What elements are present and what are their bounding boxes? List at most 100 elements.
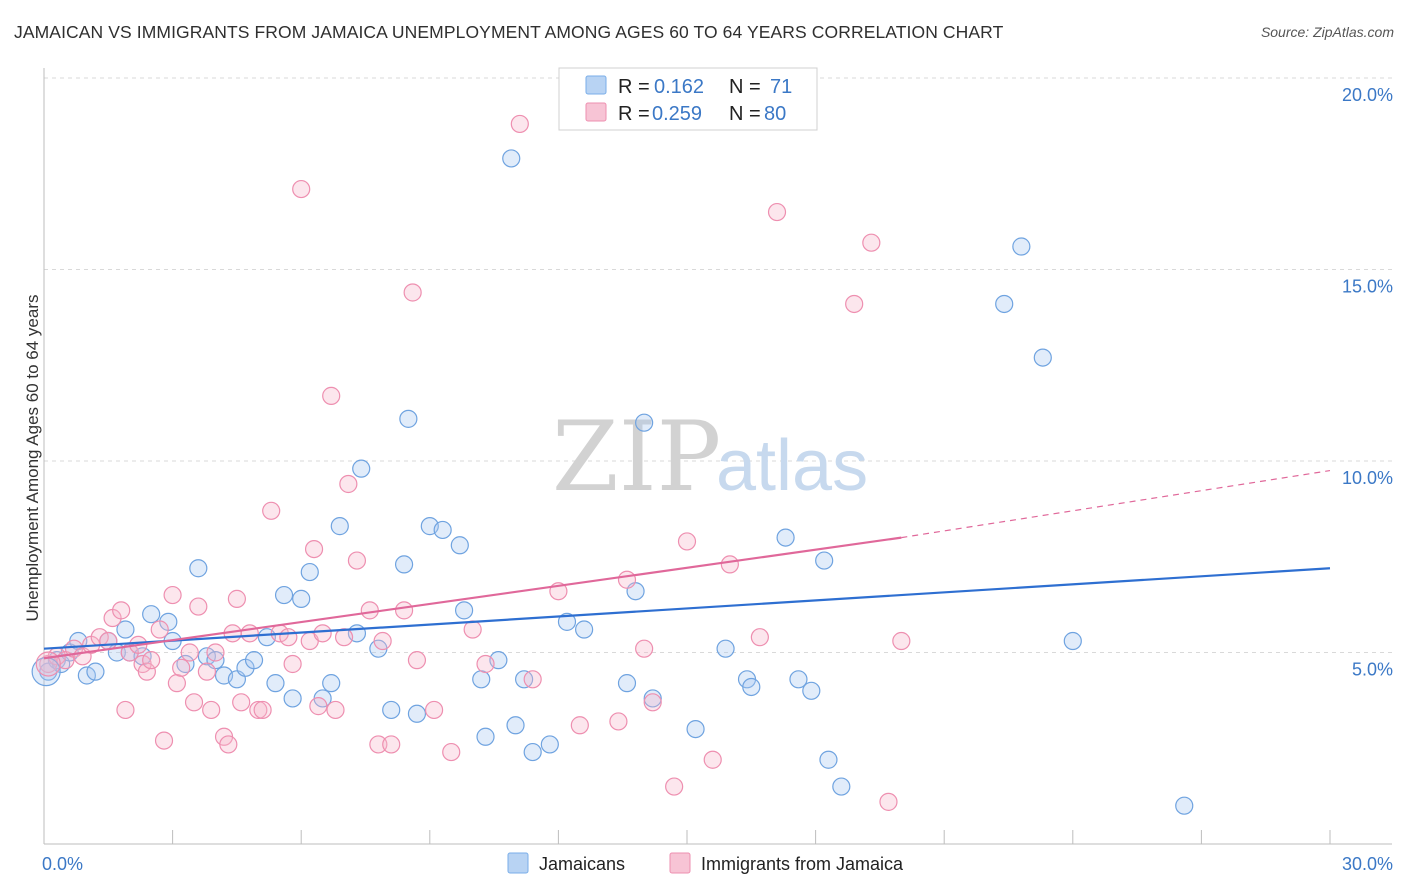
point-jamaicans: [407, 704, 427, 723]
legend-r-value-jamaicans: 0.162: [654, 76, 704, 98]
point-immigrants: [892, 631, 911, 651]
point-immigrants: [116, 700, 135, 720]
point-immigrants: [665, 777, 684, 796]
point-jamaicans: [995, 294, 1014, 314]
point-immigrants: [703, 750, 722, 769]
point-immigrants: [382, 735, 401, 754]
bottom-legend: Jamaicans Immigrants from Jamaica: [507, 852, 904, 874]
y-axis-title: Unemployment Among Ages 60 to 64 years: [23, 295, 42, 622]
point-jamaicans: [815, 551, 834, 570]
point-jamaicans: [819, 750, 838, 769]
point-immigrants: [309, 697, 328, 716]
x-tick-label: 30.0%: [1342, 854, 1393, 874]
point-immigrants: [283, 654, 302, 674]
point-jamaicans: [643, 689, 662, 708]
point-immigrants: [862, 233, 881, 252]
point-immigrants: [463, 620, 482, 639]
point-jamaicans: [189, 559, 208, 578]
legend-swatch-immigrants: [585, 102, 607, 122]
point-jamaicans: [776, 528, 795, 547]
y-tick-label: 20.0%: [1342, 85, 1393, 105]
point-immigrants: [219, 735, 238, 754]
point-jamaicans: [832, 777, 851, 796]
point-immigrants: [292, 179, 311, 199]
point-immigrants: [137, 662, 156, 681]
legend-r-label-jamaicans: R =: [618, 76, 650, 98]
point-immigrants: [206, 643, 225, 662]
point-jamaicans: [1063, 631, 1082, 651]
y-tick-labels: 5.0% 10.0% 15.0% 20.0%: [1342, 85, 1393, 680]
point-immigrants: [442, 742, 461, 762]
point-jamaicans: [77, 666, 96, 685]
axes: [43, 68, 1392, 845]
point-immigrants: [394, 601, 414, 620]
legend-n-value-jamaicans: 71: [770, 76, 792, 98]
point-immigrants: [142, 651, 161, 670]
point-immigrants: [322, 386, 341, 405]
point-jamaicans: [716, 639, 735, 658]
source-label: Source: ZipAtlas.com: [1260, 24, 1394, 40]
point-immigrants: [197, 662, 216, 681]
point-immigrants: [424, 700, 444, 720]
point-immigrants: [845, 294, 864, 314]
grid-lines: [44, 77, 1392, 653]
point-immigrants: [253, 700, 272, 720]
point-immigrants: [150, 620, 169, 639]
point-immigrants: [510, 114, 529, 134]
point-immigrants: [360, 601, 379, 620]
point-immigrants: [279, 628, 298, 647]
point-immigrants: [339, 474, 358, 494]
point-immigrants: [570, 716, 589, 735]
point-jamaicans: [635, 413, 654, 432]
point-jamaicans: [742, 677, 761, 697]
point-immigrants: [163, 585, 182, 605]
point-immigrants: [99, 631, 118, 651]
point-immigrants: [112, 601, 131, 620]
point-jamaicans: [575, 620, 594, 639]
point-jamaicans: [523, 742, 542, 762]
trend-extension-immigrants: [901, 469, 1331, 539]
point-immigrants: [373, 631, 392, 651]
trend-line-immigrants: [43, 536, 902, 660]
point-immigrants: [369, 735, 388, 754]
point-jamaicans: [394, 555, 414, 574]
legend-swatch-jamaicans: [585, 75, 607, 95]
point-immigrants: [202, 700, 221, 720]
point-jamaicans: [1012, 237, 1031, 256]
point-immigrants: [635, 639, 654, 658]
bottom-legend-label-immigrants: Immigrants from Jamaica: [701, 854, 904, 874]
point-immigrants: [232, 693, 251, 712]
point-jamaicans: [352, 459, 371, 478]
point-immigrants: [189, 597, 208, 616]
bottom-legend-swatch-jamaicans: [507, 852, 529, 874]
legend-n-label-immigrants: N =: [729, 103, 761, 125]
legend-r-label-immigrants: R =: [618, 103, 650, 125]
point-jamaicans: [244, 651, 264, 670]
point-immigrants: [879, 792, 898, 811]
point-immigrants: [750, 628, 769, 647]
point-jamaicans: [1175, 796, 1194, 815]
x-minor-ticks: [43, 830, 1331, 844]
point-jamaicans: [789, 670, 808, 689]
point-jamaicans: [472, 670, 491, 689]
chart-title: JAMAICAN VS IMMIGRANTS FROM JAMAICA UNEM…: [14, 22, 1004, 42]
legend-r-value-immigrants: 0.259: [652, 103, 702, 125]
point-immigrants: [172, 658, 191, 677]
point-jamaicans: [1033, 348, 1052, 367]
point-jamaicans: [292, 589, 311, 608]
x-tick-label: 0.0%: [42, 854, 83, 874]
point-immigrants: [609, 712, 628, 731]
point-immigrants: [154, 731, 174, 750]
point-immigrants-cluster: [35, 651, 61, 677]
trend-lines: [43, 469, 1331, 660]
bottom-legend-label-jamaicans: Jamaicans: [539, 854, 625, 874]
point-jamaicans: [197, 647, 216, 666]
point-jamaicans: [802, 681, 821, 700]
point-immigrants: [227, 589, 246, 608]
point-jamaicans: [283, 689, 302, 708]
point-immigrants: [249, 700, 268, 720]
point-immigrants: [403, 283, 422, 302]
x-tick-labels: 0.0% 30.0%: [42, 854, 1393, 874]
bottom-legend-swatch-immigrants: [669, 852, 691, 874]
y-tick-label: 10.0%: [1342, 468, 1393, 488]
